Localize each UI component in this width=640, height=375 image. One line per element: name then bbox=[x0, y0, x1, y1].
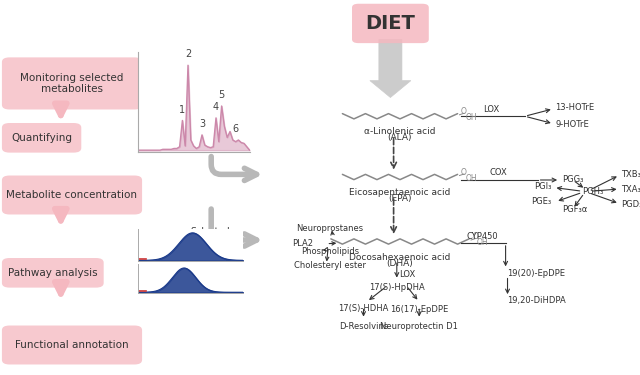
Text: 1: 1 bbox=[179, 105, 186, 114]
Text: PGI₃: PGI₃ bbox=[534, 182, 552, 191]
Text: COX: COX bbox=[489, 168, 507, 177]
Text: TXA₃: TXA₃ bbox=[621, 185, 640, 194]
Text: OH: OH bbox=[477, 238, 488, 247]
Text: (DHA): (DHA) bbox=[387, 259, 413, 268]
FancyArrow shape bbox=[370, 39, 411, 98]
FancyBboxPatch shape bbox=[2, 326, 142, 364]
Text: Functional annotation: Functional annotation bbox=[15, 340, 129, 350]
Text: 16(17)-EpDPE: 16(17)-EpDPE bbox=[390, 304, 449, 313]
Text: (EPA): (EPA) bbox=[388, 194, 412, 203]
FancyBboxPatch shape bbox=[2, 258, 104, 288]
Text: PGF₃α: PGF₃α bbox=[562, 206, 587, 214]
Text: PGE₃: PGE₃ bbox=[532, 197, 552, 206]
Text: LOX: LOX bbox=[483, 105, 500, 114]
Text: DIET: DIET bbox=[365, 14, 415, 33]
Text: 5: 5 bbox=[218, 90, 225, 100]
Text: PLA2: PLA2 bbox=[292, 239, 314, 248]
Text: 4: 4 bbox=[213, 102, 219, 112]
FancyBboxPatch shape bbox=[352, 4, 429, 43]
Text: Pathway analysis: Pathway analysis bbox=[8, 268, 98, 278]
Text: 9-HOTrE: 9-HOTrE bbox=[556, 120, 589, 129]
Text: Cholesteryl ester: Cholesteryl ester bbox=[294, 261, 367, 270]
Text: O: O bbox=[461, 107, 467, 116]
Text: 19,20-DiHDPA: 19,20-DiHDPA bbox=[508, 296, 566, 304]
Text: D-Resolvins: D-Resolvins bbox=[339, 322, 388, 331]
Text: O: O bbox=[472, 232, 478, 241]
Text: (ALA): (ALA) bbox=[388, 133, 412, 142]
Text: Metabolite concentration: Metabolite concentration bbox=[6, 190, 138, 200]
Text: TXB₃: TXB₃ bbox=[621, 170, 640, 179]
Text: Neuroprotectin D1: Neuroprotectin D1 bbox=[380, 322, 458, 331]
Text: 2: 2 bbox=[185, 49, 191, 59]
Text: α-Linolenic acid: α-Linolenic acid bbox=[364, 128, 436, 136]
Text: Neuroprostanes: Neuroprostanes bbox=[296, 224, 363, 233]
Text: O: O bbox=[461, 168, 467, 177]
Text: CYP450: CYP450 bbox=[466, 232, 498, 241]
Text: 3: 3 bbox=[199, 119, 205, 129]
Text: PGH₃: PGH₃ bbox=[582, 188, 604, 196]
Text: 6: 6 bbox=[232, 124, 239, 134]
Text: 13-HOTrE: 13-HOTrE bbox=[556, 104, 595, 112]
Text: OH: OH bbox=[465, 113, 477, 122]
Text: 17(S)-HpDHA: 17(S)-HpDHA bbox=[369, 283, 425, 292]
FancyBboxPatch shape bbox=[2, 176, 142, 214]
Text: Docosahexaenoic acid: Docosahexaenoic acid bbox=[349, 253, 451, 262]
Text: Monitoring selected
metabolites: Monitoring selected metabolites bbox=[20, 73, 124, 94]
Text: 17(S)-HDHA: 17(S)-HDHA bbox=[339, 304, 388, 313]
FancyBboxPatch shape bbox=[2, 57, 142, 110]
Text: Phospholipids: Phospholipids bbox=[301, 248, 359, 256]
Text: Eicosapentaenoic acid: Eicosapentaenoic acid bbox=[349, 188, 451, 197]
Text: 19(20)-EpDPE: 19(20)-EpDPE bbox=[508, 269, 566, 278]
Text: LOX: LOX bbox=[399, 270, 415, 279]
Text: OH: OH bbox=[465, 174, 477, 183]
FancyBboxPatch shape bbox=[2, 123, 81, 153]
Text: Internal
standard: Internal standard bbox=[190, 266, 230, 285]
Text: PGD₃: PGD₃ bbox=[621, 200, 640, 209]
Text: Quantifying: Quantifying bbox=[11, 133, 72, 143]
Text: Selected
metabolite: Selected metabolite bbox=[190, 226, 239, 246]
Text: PGG₃: PGG₃ bbox=[562, 175, 583, 184]
